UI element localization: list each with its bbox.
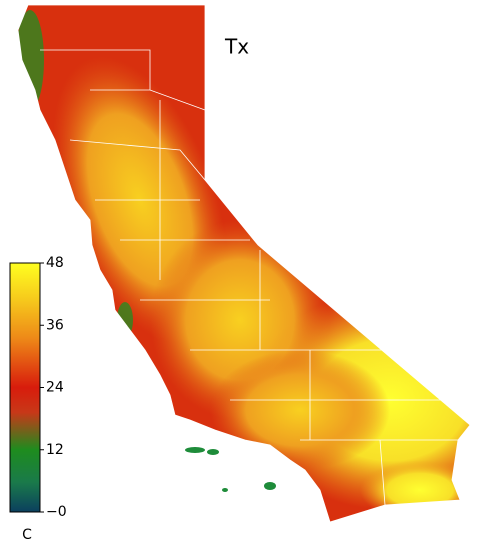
state-outline (17, 4, 471, 523)
colorbar (9, 262, 41, 513)
colorbar-tick-label: 12 (46, 442, 64, 458)
colorbar-tick-label: 24 (46, 380, 64, 396)
county-lines (40, 49, 460, 506)
colorbar-tick-label: 36 (46, 317, 64, 333)
colorbar-tick-label: −0 (46, 504, 67, 520)
islands (185, 447, 276, 492)
map-title: Tx (224, 35, 249, 59)
colorbar-tick-label: 48 (46, 255, 64, 271)
colorbar-unit: C (22, 527, 32, 543)
